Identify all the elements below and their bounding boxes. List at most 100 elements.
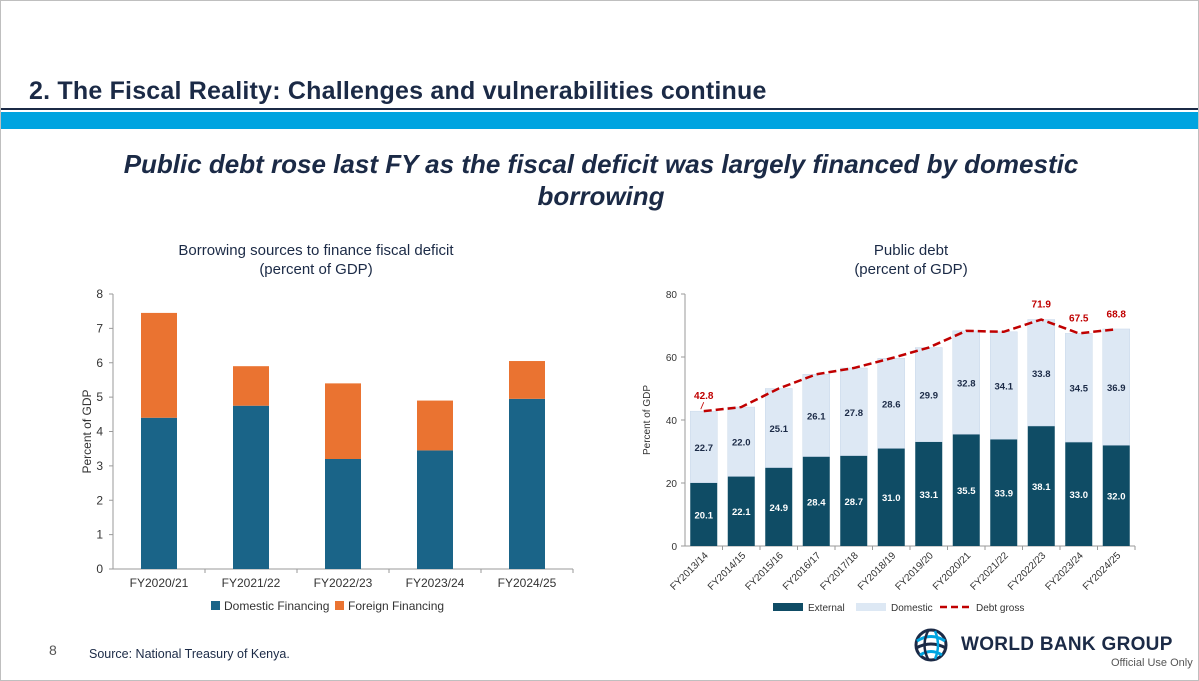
chart2-data-label-external: 22.1 [732,507,751,518]
slide-subtitle: Public debt rose last FY as the fiscal d… [123,149,1079,211]
chart1-bar-foreign [509,361,545,399]
chart2-legend-label: Domestic [891,603,933,614]
chart2-bar-domestic [1102,328,1130,446]
chart2-x-tick-label: FY2015/16 [743,550,786,593]
chart2-x-tick-label: FY2014/15 [706,550,749,593]
chart2-y-tick-label: 80 [666,290,678,301]
chart2-bar-domestic [877,358,905,449]
chart1-y-tick-label: 7 [96,321,103,335]
chart2-data-label-external: 20.1 [695,510,714,521]
chart1-bar-domestic [141,417,177,569]
chart2-public-debt: 0 20 40 60 80 Percent of GDP 20.1 22.7 FY2013/14… [642,290,1136,614]
chart2-x-tick-label: FY2023/24 [1043,550,1086,593]
chart1-y-tick-label: 4 [96,425,103,439]
chart2-bar-domestic [765,388,793,468]
chart2-line-data-label: 71.9 [1032,300,1052,311]
chart1-y-tick-label: 3 [96,459,103,473]
chart1-title: Borrowing sources to finance fiscal defi… [178,242,454,259]
chart2-data-label-domestic: 29.9 [920,391,939,402]
chart2-legend-swatch-domestic [856,603,886,611]
chart1-y-tick-label: 5 [96,390,103,404]
chart2-x-tick-label: FY2017/18 [818,550,861,593]
chart1-bar-domestic [509,398,545,569]
page-number: 8 [49,642,57,658]
chart2-bar-external [990,439,1018,546]
chart2-x-tick-label: FY2021/22 [968,550,1011,593]
chart2-y-tick-label: 0 [671,542,677,553]
chart2-data-label-external: 28.7 [845,497,864,508]
chart2-data-label-external: 33.1 [920,490,939,501]
classification-label: Official Use Only [1111,657,1193,669]
chart2-bar-domestic [727,406,755,477]
chart2-bar-external [877,448,905,546]
chart1-bar-foreign [141,312,177,418]
chart2-x-tick-label: FY2024/25 [1081,550,1124,593]
chart2-data-label-domestic: 33.8 [1032,369,1051,380]
chart2-title-block: Public debt (percent of GDP) [781,241,1041,279]
chart2-y-axis-label: Percent of GDP [642,385,653,455]
chart2-data-label-domestic: 22.0 [732,438,751,449]
chart1-bar-foreign [233,366,269,406]
chart2-data-label-external: 31.0 [882,493,901,504]
chart2-bar-domestic [1065,333,1093,443]
chart1-y-tick-label: 1 [96,528,103,542]
chart2-bar-external [765,467,793,546]
source-note: Source: National Treasury of Kenya. [89,647,290,661]
chart2-x-tick-label: FY2019/20 [893,550,936,593]
chart1-x-tick-label: FY2021/22 [222,576,281,590]
chart2-x-tick-label: FY2018/19 [856,550,899,593]
chart2-data-label-domestic: 34.5 [1070,384,1089,395]
chart2-data-label-domestic: 27.8 [845,408,864,419]
chart2-legend-swatch-external [773,603,803,611]
chart2-legend-label: External [808,603,845,614]
chart1-bar-foreign [325,383,361,459]
chart1-title-block: Borrowing sources to finance fiscal defi… [131,241,501,279]
title-divider [1,108,1198,110]
world-bank-logo: WORLD BANK GROUP [909,628,1189,662]
chart2-data-label-domestic: 32.8 [957,379,976,390]
chart1-y-tick-label: 0 [96,562,103,576]
chart1-bar-domestic [233,405,269,569]
chart2-bar-external [915,441,943,546]
chart2-debt-gross-line [703,318,1117,413]
chart1-legend-swatch [335,601,344,610]
chart2-x-tick-label: FY2020/21 [931,550,974,593]
chart2-data-label-external: 24.9 [770,503,789,514]
chart2-line-data-label: 68.8 [1107,309,1127,320]
chart2-subtitle: (percent of GDP) [854,261,968,278]
chart2-x-tick-label: FY2013/14 [668,550,711,593]
chart2-data-label-external: 38.1 [1032,482,1051,493]
chart1-legend-label: Foreign Financing [348,599,444,613]
chart1-bar-domestic [325,459,361,569]
chart2-data-label-external: 32.0 [1107,492,1126,503]
chart2-bar-external [1102,445,1130,546]
chart1-bar-foreign [417,400,453,451]
chart1-borrowing-sources: 0 1 2 3 4 5 6 7 8 Percent of GDP FY2020/21 FY2021/2… [80,287,574,613]
chart2-bar-external [1065,442,1093,546]
chart2-y-tick-label: 20 [666,479,678,490]
slide-title: 2. The Fiscal Reality: Challenges and vu… [29,77,767,105]
chart2-bar-external [727,476,755,546]
chart2-data-label-external: 28.4 [807,497,826,508]
chart2-x-tick-label: FY2022/23 [1006,550,1049,593]
chart1-y-tick-label: 2 [96,493,103,507]
chart2-y-tick-label: 60 [666,353,678,364]
chart2-data-label-domestic: 28.6 [882,399,901,410]
chart2-data-label-external: 33.0 [1070,490,1089,501]
chart1-x-tick-label: FY2022/23 [314,576,373,590]
accent-band [1,112,1198,129]
chart2-bar-domestic [840,367,868,456]
chart2-data-label-domestic: 36.9 [1107,383,1126,394]
chart2-data-label-domestic: 22.7 [695,443,714,454]
chart1-subtitle: (percent of GDP) [259,261,373,278]
chart2-bar-domestic [802,374,830,457]
chart1-legend-label: Domestic Financing [224,599,329,613]
chart2-title: Public debt [873,242,949,259]
chart2-data-label-domestic: 34.1 [995,382,1014,393]
chart1-legend-swatch [211,601,220,610]
chart2-bar-domestic [690,410,718,483]
chart2-bar-external [840,455,868,546]
chart2-legend-label: Debt gross [976,603,1024,614]
chart1-x-tick-label: FY2023/24 [406,576,465,590]
